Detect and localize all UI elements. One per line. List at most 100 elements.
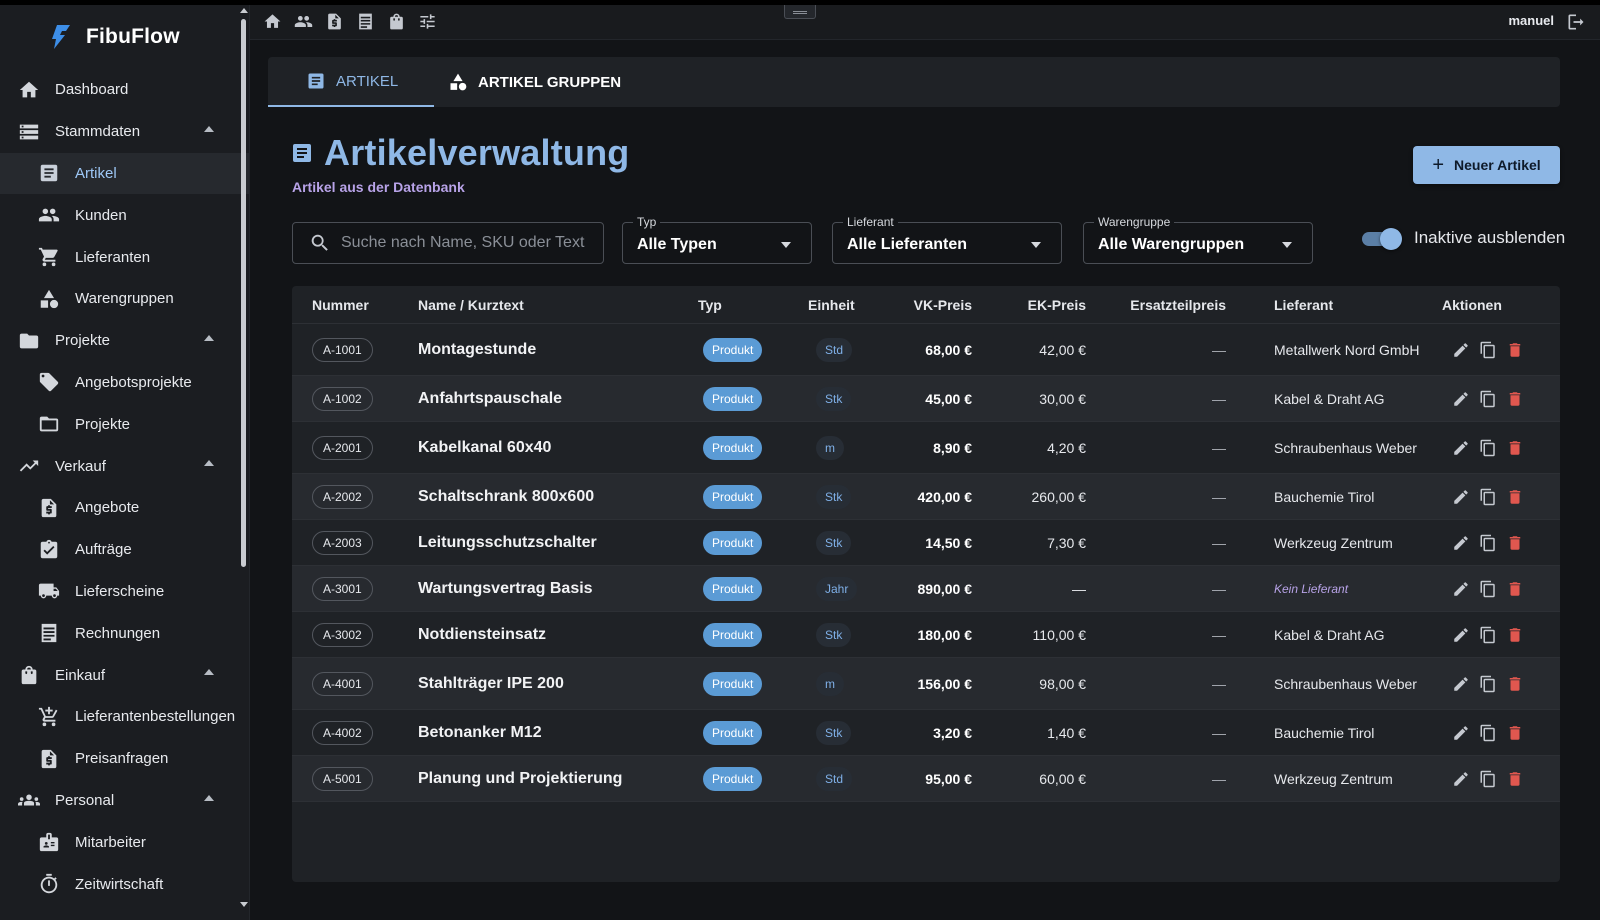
hide-inactive-toggle[interactable]: Inaktive ausblenden: [1362, 228, 1565, 250]
home-icon[interactable]: [262, 11, 282, 31]
table-row[interactable]: A-1001 Montagestunde Produkt Std 68,00 € 42,0…: [292, 324, 1560, 376]
chevron-up-icon[interactable]: [204, 334, 214, 341]
copy-icon[interactable]: [1479, 390, 1497, 408]
sidebar-item-lieferscheine[interactable]: Lieferscheine: [0, 571, 249, 613]
delete-icon[interactable]: [1506, 580, 1524, 598]
edit-icon[interactable]: [1452, 390, 1470, 408]
sidebar-item-artikel[interactable]: Artikel: [0, 152, 249, 195]
column-header[interactable]: VK-Preis: [913, 297, 972, 313]
copy-icon[interactable]: [1479, 341, 1497, 359]
sidebar-item-lieferantenbestellungen[interactable]: Lieferantenbestellungen: [0, 696, 249, 738]
edit-icon[interactable]: [1452, 770, 1470, 788]
chevron-up-icon[interactable]: [204, 794, 214, 801]
chevron-up-icon[interactable]: [204, 669, 214, 676]
column-header[interactable]: Lieferant: [1274, 297, 1334, 313]
delete-icon[interactable]: [1506, 488, 1524, 506]
scroll-up-arrow-icon[interactable]: [240, 8, 248, 13]
sidebar-item-projekte[interactable]: Projekte: [0, 403, 249, 445]
sidebar-item-zeitwirtschaft[interactable]: Zeitwirtschaft: [0, 863, 249, 905]
column-header[interactable]: Nummer: [312, 297, 369, 313]
column-header[interactable]: EK-Preis: [1027, 297, 1086, 313]
edit-icon[interactable]: [1452, 724, 1470, 742]
search-field[interactable]: [292, 222, 604, 264]
new-article-button[interactable]: + Neuer Artikel: [1413, 146, 1560, 184]
assignment-check-icon: [38, 539, 60, 561]
sidebar-item-verkauf[interactable]: Verkauf: [0, 445, 249, 487]
shopping-bag-icon[interactable]: [386, 11, 406, 31]
edit-icon[interactable]: [1452, 488, 1470, 506]
table-row[interactable]: A-3001 Wartungsvertrag Basis Produkt Jahr 89…: [292, 566, 1560, 612]
chevron-up-icon[interactable]: [204, 460, 214, 467]
delete-icon[interactable]: [1506, 439, 1524, 457]
delete-icon[interactable]: [1506, 724, 1524, 742]
edit-icon[interactable]: [1452, 439, 1470, 457]
column-header[interactable]: Aktionen: [1442, 297, 1502, 313]
delete-icon[interactable]: [1506, 675, 1524, 693]
edit-icon[interactable]: [1452, 534, 1470, 552]
copy-icon[interactable]: [1479, 439, 1497, 457]
sidebar-scrollbar-thumb[interactable]: [241, 19, 246, 567]
sidebar-scrollbar[interactable]: [239, 5, 249, 920]
delete-icon[interactable]: [1506, 390, 1524, 408]
table-row[interactable]: A-5001 Planung und Projektierung Produkt St…: [292, 756, 1560, 802]
table-row[interactable]: A-2001 Kabelkanal 60x40 Produkt m 8,90 € 4,20…: [292, 422, 1560, 474]
delete-icon[interactable]: [1506, 341, 1524, 359]
edit-icon[interactable]: [1452, 675, 1470, 693]
receipt-icon[interactable]: [355, 11, 375, 31]
tab-artikel[interactable]: ARTIKEL: [268, 57, 434, 107]
sidebar-item-lieferanten[interactable]: Lieferanten: [0, 236, 249, 278]
sidebar-item-einkauf[interactable]: Einkauf: [0, 654, 249, 696]
copy-icon[interactable]: [1479, 770, 1497, 788]
delete-icon[interactable]: [1506, 534, 1524, 552]
group-select[interactable]: Warengruppe Alle Warengruppen: [1083, 215, 1313, 264]
column-header[interactable]: Typ: [698, 297, 722, 313]
type-select[interactable]: Typ Alle Typen: [622, 215, 812, 264]
article-number-chip: A-2001: [312, 435, 373, 460]
tune-icon[interactable]: [417, 11, 437, 31]
delete-icon[interactable]: [1506, 770, 1524, 788]
sidebar-item-dashboard[interactable]: Dashboard: [0, 69, 249, 111]
column-header[interactable]: Name / Kurztext: [418, 297, 524, 313]
sidebar-item-angebote[interactable]: Angebote: [0, 487, 249, 529]
sidebar-item-warengruppen[interactable]: Warengruppen: [0, 278, 249, 320]
sidebar-item-kunden[interactable]: Kunden: [0, 194, 249, 236]
table-row[interactable]: A-4001 Stahlträger IPE 200 Produkt m 156,00 …: [292, 658, 1560, 710]
sidebar-item-rechnungen[interactable]: Rechnungen: [0, 612, 249, 654]
sidebar-item-stammdaten[interactable]: Stammdaten: [0, 111, 249, 153]
edit-icon[interactable]: [1452, 626, 1470, 644]
delete-icon[interactable]: [1506, 626, 1524, 644]
drag-handle[interactable]: [784, 5, 816, 19]
sidebar-item-angebotsprojekte[interactable]: Angebotsprojekte: [0, 362, 249, 404]
edit-icon[interactable]: [1452, 580, 1470, 598]
sidebar-item-preisanfragen[interactable]: Preisanfragen: [0, 738, 249, 780]
sidebar-item-mitarbeiter[interactable]: Mitarbeiter: [0, 821, 249, 863]
column-header[interactable]: Einheit: [808, 297, 855, 313]
sidebar-item-projekte[interactable]: Projekte: [0, 320, 249, 362]
copy-icon[interactable]: [1479, 580, 1497, 598]
sidebar-item-aufträge[interactable]: Aufträge: [0, 529, 249, 571]
copy-icon[interactable]: [1479, 724, 1497, 742]
table-row[interactable]: A-3002 Notdiensteinsatz Produkt Stk 180,00 €…: [292, 612, 1560, 658]
sidebar-item-personal[interactable]: Personal: [0, 780, 249, 822]
table-row[interactable]: A-2003 Leitungsschutzschalter Produkt Stk 14…: [292, 520, 1560, 566]
request-quote-icon[interactable]: [324, 11, 344, 31]
people-icon[interactable]: [293, 11, 313, 31]
supplier-select[interactable]: Lieferant Alle Lieferanten: [832, 215, 1062, 264]
user-name[interactable]: manuel: [1508, 13, 1554, 28]
search-input[interactable]: [341, 234, 601, 252]
chevron-up-icon[interactable]: [204, 125, 214, 132]
edit-icon[interactable]: [1452, 341, 1470, 359]
toggle-switch[interactable]: [1362, 228, 1402, 250]
scroll-down-arrow-icon[interactable]: [240, 902, 248, 907]
logout-icon[interactable]: [1566, 12, 1586, 32]
copy-icon[interactable]: [1479, 488, 1497, 506]
brand[interactable]: FibuFlow: [0, 5, 249, 69]
column-header[interactable]: Ersatzteilpreis: [1130, 297, 1226, 313]
table-row[interactable]: A-1002 Anfahrtspauschale Produkt Stk 45,00 €…: [292, 376, 1560, 422]
copy-icon[interactable]: [1479, 675, 1497, 693]
tab-artikel-gruppen[interactable]: ARTIKEL GRUPPEN: [448, 57, 621, 107]
copy-icon[interactable]: [1479, 534, 1497, 552]
copy-icon[interactable]: [1479, 626, 1497, 644]
table-row[interactable]: A-4002 Betonanker M12 Produkt Stk 3,20 € 1,40…: [292, 710, 1560, 756]
table-row[interactable]: A-2002 Schaltschrank 800x600 Produkt Stk 420…: [292, 474, 1560, 520]
